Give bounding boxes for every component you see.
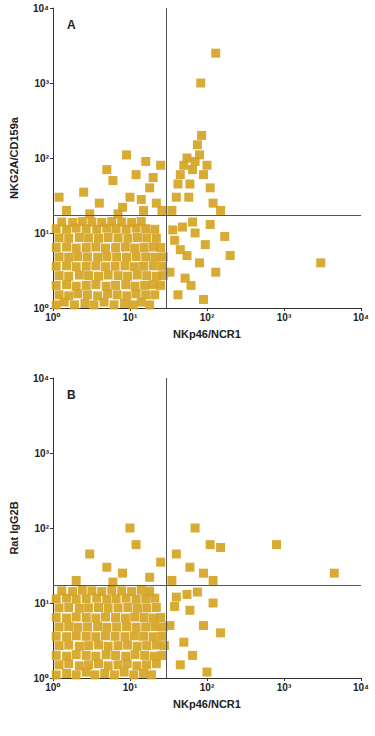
- svg-text:10⁴: 10⁴: [33, 3, 49, 14]
- svg-text:10¹: 10¹: [35, 228, 50, 239]
- svg-text:10⁴: 10⁴: [353, 312, 369, 323]
- svg-text:NKG2A/CD159a: NKG2A/CD159a: [8, 116, 20, 199]
- svg-text:Rat IgG2B: Rat IgG2B: [8, 501, 20, 554]
- svg-text:A: A: [67, 18, 76, 32]
- svg-text:10³: 10³: [35, 78, 50, 89]
- svg-text:10⁴: 10⁴: [33, 373, 49, 384]
- svg-text:10⁰: 10⁰: [33, 302, 49, 314]
- svg-text:NKp46/NCR1: NKp46/NCR1: [173, 698, 241, 710]
- svg-text:10⁰: 10⁰: [45, 312, 61, 323]
- svg-text:10²: 10²: [35, 523, 50, 534]
- svg-text:10²: 10²: [200, 312, 215, 323]
- svg-text:10¹: 10¹: [35, 598, 50, 609]
- svg-text:B: B: [67, 388, 76, 402]
- svg-text:10³: 10³: [35, 448, 50, 459]
- svg-text:10¹: 10¹: [123, 312, 138, 323]
- svg-text:10⁰: 10⁰: [45, 682, 61, 693]
- svg-text:NKp46/NCR1: NKp46/NCR1: [173, 328, 241, 340]
- svg-text:10⁰: 10⁰: [33, 672, 49, 684]
- svg-text:10²: 10²: [35, 153, 50, 164]
- svg-text:10⁴: 10⁴: [353, 682, 369, 693]
- svg-text:10³: 10³: [277, 312, 292, 323]
- svg-text:10³: 10³: [277, 682, 292, 693]
- svg-text:10²: 10²: [200, 682, 215, 693]
- svg-text:10¹: 10¹: [123, 682, 138, 693]
